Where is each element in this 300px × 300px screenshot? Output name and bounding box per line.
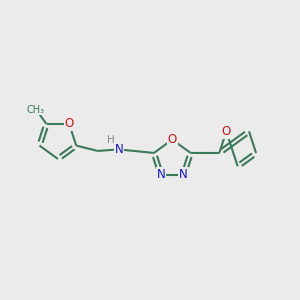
Text: N: N (115, 143, 123, 156)
Text: O: O (222, 125, 231, 138)
Text: O: O (64, 118, 74, 130)
Text: CH₃: CH₃ (27, 105, 45, 115)
Text: H: H (107, 135, 115, 145)
Text: N: N (179, 168, 188, 181)
Text: N: N (157, 168, 165, 181)
Text: O: O (168, 133, 177, 146)
